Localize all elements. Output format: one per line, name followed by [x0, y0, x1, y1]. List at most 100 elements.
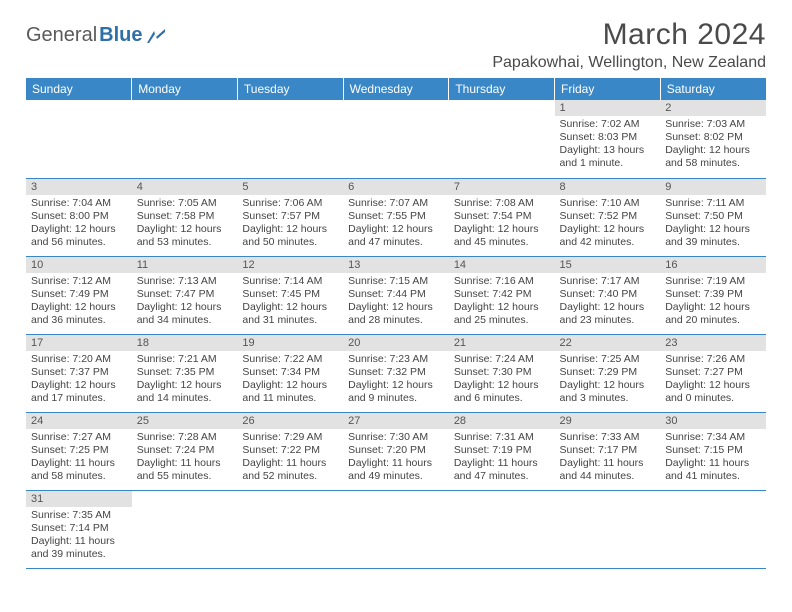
- day-number: 13: [343, 257, 449, 273]
- weekday-header: Sunday: [26, 78, 132, 100]
- calendar-day: 26Sunrise: 7:29 AMSunset: 7:22 PMDayligh…: [237, 412, 343, 490]
- sunrise-text: Sunrise: 7:03 AM: [665, 118, 761, 131]
- day-number: 16: [660, 257, 766, 273]
- calendar-day: 29Sunrise: 7:33 AMSunset: 7:17 PMDayligh…: [555, 412, 661, 490]
- sunset-text: Sunset: 7:19 PM: [454, 444, 550, 457]
- calendar-day: 17Sunrise: 7:20 AMSunset: 7:37 PMDayligh…: [26, 334, 132, 412]
- calendar-day: 18Sunrise: 7:21 AMSunset: 7:35 PMDayligh…: [132, 334, 238, 412]
- day-details: Sunrise: 7:31 AMSunset: 7:19 PMDaylight:…: [449, 429, 555, 487]
- calendar-day: 12Sunrise: 7:14 AMSunset: 7:45 PMDayligh…: [237, 256, 343, 334]
- day-details: Sunrise: 7:06 AMSunset: 7:57 PMDaylight:…: [237, 195, 343, 253]
- calendar-day: 15Sunrise: 7:17 AMSunset: 7:40 PMDayligh…: [555, 256, 661, 334]
- day-details: Sunrise: 7:22 AMSunset: 7:34 PMDaylight:…: [237, 351, 343, 409]
- daylight-text: Daylight: 12 hours and 53 minutes.: [137, 223, 233, 249]
- sunrise-text: Sunrise: 7:05 AM: [137, 197, 233, 210]
- day-details: Sunrise: 7:11 AMSunset: 7:50 PMDaylight:…: [660, 195, 766, 253]
- daylight-text: Daylight: 12 hours and 31 minutes.: [242, 301, 338, 327]
- daylight-text: Daylight: 12 hours and 14 minutes.: [137, 379, 233, 405]
- brand-part1: General: [26, 24, 97, 47]
- day-number: 8: [555, 179, 661, 195]
- sunrise-text: Sunrise: 7:20 AM: [31, 353, 127, 366]
- calendar-empty: [237, 490, 343, 568]
- day-details: Sunrise: 7:27 AMSunset: 7:25 PMDaylight:…: [26, 429, 132, 487]
- daylight-text: Daylight: 12 hours and 0 minutes.: [665, 379, 761, 405]
- sunset-text: Sunset: 7:30 PM: [454, 366, 550, 379]
- calendar-empty: [660, 490, 766, 568]
- calendar-day: 14Sunrise: 7:16 AMSunset: 7:42 PMDayligh…: [449, 256, 555, 334]
- day-number: 22: [555, 335, 661, 351]
- calendar-empty: [132, 100, 238, 178]
- sunset-text: Sunset: 8:02 PM: [665, 131, 761, 144]
- calendar-day: 11Sunrise: 7:13 AMSunset: 7:47 PMDayligh…: [132, 256, 238, 334]
- day-number: 12: [237, 257, 343, 273]
- day-number: 25: [132, 413, 238, 429]
- day-number: 30: [660, 413, 766, 429]
- calendar-day: 24Sunrise: 7:27 AMSunset: 7:25 PMDayligh…: [26, 412, 132, 490]
- day-details: Sunrise: 7:14 AMSunset: 7:45 PMDaylight:…: [237, 273, 343, 331]
- calendar-body: 1Sunrise: 7:02 AMSunset: 8:03 PMDaylight…: [26, 100, 766, 568]
- daylight-text: Daylight: 12 hours and 11 minutes.: [242, 379, 338, 405]
- brand-logo: General Blue: [26, 24, 165, 47]
- day-number: 19: [237, 335, 343, 351]
- day-number: 2: [660, 100, 766, 116]
- calendar-day: 27Sunrise: 7:30 AMSunset: 7:20 PMDayligh…: [343, 412, 449, 490]
- calendar-day: 2Sunrise: 7:03 AMSunset: 8:02 PMDaylight…: [660, 100, 766, 178]
- sunset-text: Sunset: 7:58 PM: [137, 210, 233, 223]
- title-block: March 2024 Papakowhai, Wellington, New Z…: [492, 18, 766, 72]
- calendar-head: SundayMondayTuesdayWednesdayThursdayFrid…: [26, 78, 766, 100]
- weekday-header: Wednesday: [343, 78, 449, 100]
- sunset-text: Sunset: 7:27 PM: [665, 366, 761, 379]
- daylight-text: Daylight: 11 hours and 47 minutes.: [454, 457, 550, 483]
- location-text: Papakowhai, Wellington, New Zealand: [492, 54, 766, 72]
- sunset-text: Sunset: 8:00 PM: [31, 210, 127, 223]
- day-details: Sunrise: 7:34 AMSunset: 7:15 PMDaylight:…: [660, 429, 766, 487]
- day-details: Sunrise: 7:10 AMSunset: 7:52 PMDaylight:…: [555, 195, 661, 253]
- daylight-text: Daylight: 12 hours and 47 minutes.: [348, 223, 444, 249]
- sunrise-text: Sunrise: 7:22 AM: [242, 353, 338, 366]
- daylight-text: Daylight: 12 hours and 56 minutes.: [31, 223, 127, 249]
- daylight-text: Daylight: 12 hours and 39 minutes.: [665, 223, 761, 249]
- day-number: 23: [660, 335, 766, 351]
- calendar-empty: [449, 100, 555, 178]
- day-number: 7: [449, 179, 555, 195]
- daylight-text: Daylight: 11 hours and 52 minutes.: [242, 457, 338, 483]
- calendar-day: 19Sunrise: 7:22 AMSunset: 7:34 PMDayligh…: [237, 334, 343, 412]
- day-number: 5: [237, 179, 343, 195]
- sunset-text: Sunset: 7:15 PM: [665, 444, 761, 457]
- day-details: Sunrise: 7:12 AMSunset: 7:49 PMDaylight:…: [26, 273, 132, 331]
- sunset-text: Sunset: 7:57 PM: [242, 210, 338, 223]
- calendar-week: 17 Sunrise: 7:20 AMSunset: 7:37 PM Dayligh…: [26, 334, 766, 412]
- sunrise-text: Sunrise: 7:02 AM: [560, 118, 656, 131]
- calendar-table: SundayMondayTuesdayWednesdayThursdayFrid…: [26, 78, 766, 569]
- sunset-text: Sunset: 7:20 PM: [348, 444, 444, 457]
- day-number: 17: [26, 335, 132, 351]
- day-details: Sunrise: 7:26 AMSunset: 7:27 PMDaylight:…: [660, 351, 766, 409]
- calendar-day: 20Sunrise: 7:23 AMSunset: 7:32 PMDayligh…: [343, 334, 449, 412]
- weekday-header: Thursday: [449, 78, 555, 100]
- sunrise-text: Sunrise: 7:14 AM: [242, 275, 338, 288]
- sunrise-text: Sunrise: 7:11 AM: [665, 197, 761, 210]
- sunset-text: Sunset: 7:50 PM: [665, 210, 761, 223]
- day-details: Sunrise: 7:24 AMSunset: 7:30 PMDaylight:…: [449, 351, 555, 409]
- daylight-text: Daylight: 12 hours and 3 minutes.: [560, 379, 656, 405]
- sunset-text: Sunset: 7:34 PM: [242, 366, 338, 379]
- calendar-day: 21Sunrise: 7:24 AMSunset: 7:30 PMDayligh…: [449, 334, 555, 412]
- sunrise-text: Sunrise: 7:23 AM: [348, 353, 444, 366]
- sunrise-text: Sunrise: 7:33 AM: [560, 431, 656, 444]
- weekday-header: Friday: [555, 78, 661, 100]
- daylight-text: Daylight: 11 hours and 58 minutes.: [31, 457, 127, 483]
- sunset-text: Sunset: 7:32 PM: [348, 366, 444, 379]
- day-details: Sunrise: 7:19 AMSunset: 7:39 PMDaylight:…: [660, 273, 766, 331]
- day-number: 11: [132, 257, 238, 273]
- day-number: 15: [555, 257, 661, 273]
- day-number: 24: [26, 413, 132, 429]
- day-details: Sunrise: 7:13 AMSunset: 7:47 PMDaylight:…: [132, 273, 238, 331]
- calendar-week: 24Sunrise: 7:27 AMSunset: 7:25 PMDayligh…: [26, 412, 766, 490]
- day-details: Sunrise: 7:02 AMSunset: 8:03 PMDaylight:…: [555, 116, 661, 174]
- calendar-empty: [237, 100, 343, 178]
- header: General Blue March 2024 Papakowhai, Well…: [26, 18, 766, 72]
- day-details: Sunrise: 7:17 AMSunset: 7:40 PMDaylight:…: [555, 273, 661, 331]
- sunset-text: Sunset: 7:37 PM: [31, 366, 127, 379]
- sunrise-text: Sunrise: 7:12 AM: [31, 275, 127, 288]
- sunset-text: Sunset: 7:29 PM: [560, 366, 656, 379]
